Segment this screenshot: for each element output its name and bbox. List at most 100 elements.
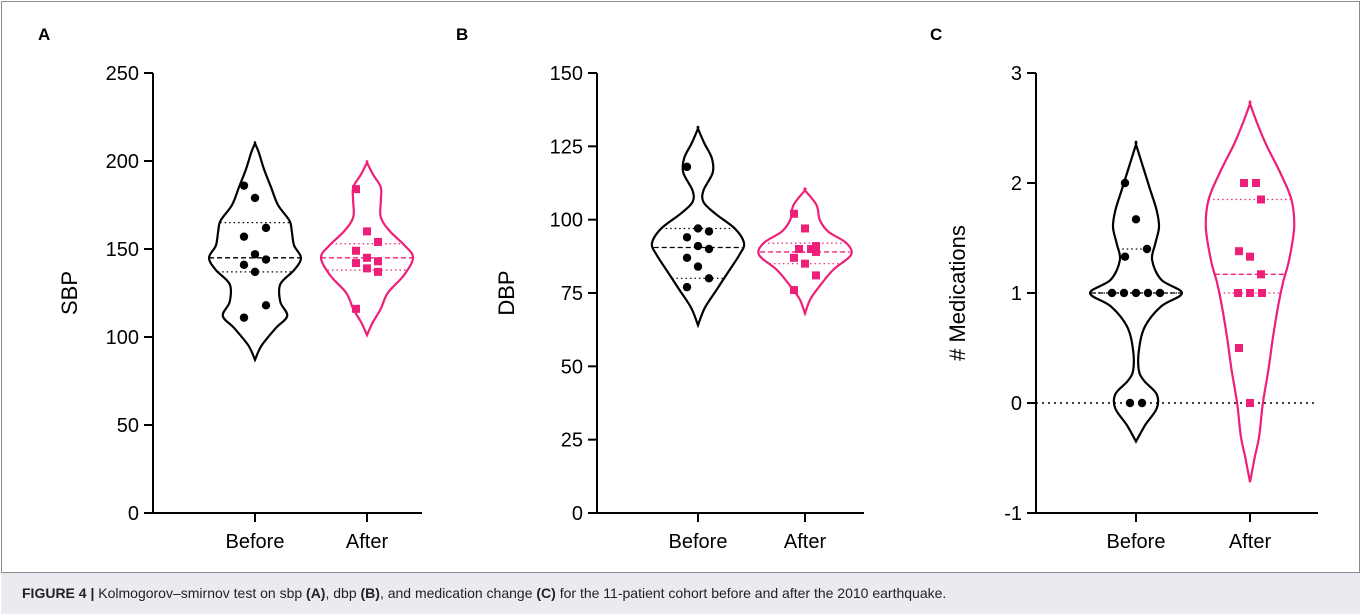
data-point	[812, 242, 820, 251]
data-point	[239, 232, 249, 241]
data-point	[1131, 288, 1141, 298]
data-point	[801, 259, 809, 268]
data-point	[1137, 398, 1147, 408]
data-point	[790, 286, 798, 295]
data-point	[1142, 244, 1152, 254]
data-point	[795, 245, 803, 253]
data-point	[790, 253, 798, 262]
data-point	[239, 313, 249, 322]
data-point	[704, 274, 714, 283]
y-axis-label: # Medications	[945, 225, 970, 361]
x-tick-label: After	[1229, 531, 1272, 553]
x-tick-label: Before	[669, 531, 728, 553]
data-point	[239, 260, 249, 270]
x-tick-label: After	[346, 531, 389, 553]
y-tick-label: 2	[1011, 173, 1022, 195]
data-point	[704, 244, 714, 254]
data-point	[1252, 179, 1260, 187]
data-point	[1155, 288, 1165, 298]
panel-c: C -1 0 1 2 3 # Medications Before After	[930, 25, 1318, 553]
y-tick-label: -1	[1004, 503, 1022, 525]
data-point	[1235, 344, 1243, 352]
data-point	[801, 224, 809, 233]
data-point	[1240, 179, 1248, 187]
data-point	[374, 267, 382, 276]
y-tick-label: 200	[106, 151, 139, 173]
data-point	[261, 255, 271, 264]
caption-panel-ref: (A)	[306, 585, 326, 601]
violin-after	[757, 187, 853, 317]
caption-body: Kolmogorov–smirnov test on sbp (A), dbp …	[94, 585, 946, 601]
data-point	[250, 193, 260, 203]
y-tick-label: 0	[572, 503, 583, 525]
caption-panel-ref: (B)	[360, 585, 380, 601]
violin-outline	[1204, 100, 1296, 483]
data-point	[693, 262, 703, 271]
data-point	[704, 227, 714, 236]
data-point	[1131, 215, 1141, 224]
panel-letter: C	[930, 25, 942, 44]
violin-outline	[319, 160, 415, 338]
y-tick-label: 100	[550, 210, 583, 232]
y-tick-label: 0	[1011, 393, 1022, 415]
data-point	[1258, 289, 1266, 297]
data-point	[1246, 289, 1254, 297]
caption-panel-ref: (C)	[536, 585, 556, 601]
data-point	[790, 209, 798, 218]
y-axis-label: DBP	[494, 270, 519, 315]
y-tick-label: 50	[117, 415, 139, 437]
figure-caption: FIGURE 4 | Kolmogorov–smirnov test on sb…	[22, 585, 946, 601]
violin-before	[650, 125, 746, 329]
violin-before	[207, 141, 303, 363]
panel-letter: A	[38, 25, 50, 44]
y-tick-label: 100	[106, 327, 139, 349]
caption-text: for the 11-patient cohort before and aft…	[555, 585, 947, 601]
data-point	[363, 264, 371, 273]
data-point	[1257, 270, 1265, 279]
y-tick-label: 25	[561, 430, 583, 452]
violin-outline	[757, 187, 853, 317]
violin-outline	[650, 125, 746, 329]
data-point	[682, 233, 692, 242]
data-point	[682, 282, 692, 292]
data-point	[807, 245, 815, 253]
violin-after	[319, 160, 415, 338]
data-point	[812, 271, 820, 280]
violin-before	[1088, 140, 1184, 444]
data-point	[1119, 288, 1129, 298]
x-tick-label: Before	[226, 531, 285, 553]
y-tick-label: 3	[1011, 63, 1022, 85]
data-point	[1235, 247, 1243, 256]
data-point	[261, 223, 271, 233]
caption-text: , dbp	[325, 585, 361, 601]
caption-text: , and medication change	[379, 585, 537, 601]
data-point	[363, 227, 371, 236]
data-point	[374, 237, 382, 246]
violin-after	[1204, 100, 1296, 483]
x-tick-label: Before	[1107, 531, 1166, 553]
y-tick-label: 150	[550, 63, 583, 85]
y-axis-label: SBP	[57, 271, 82, 315]
panel-letter: B	[456, 25, 468, 44]
data-point	[693, 241, 703, 251]
data-point	[682, 162, 692, 172]
data-point	[693, 224, 703, 233]
data-point	[1107, 288, 1117, 298]
y-tick-label: 150	[106, 239, 139, 261]
data-point	[250, 250, 260, 259]
data-point	[352, 259, 360, 268]
caption-text: Kolmogorov–smirnov test on sbp	[94, 585, 307, 601]
data-point	[374, 257, 382, 266]
data-point	[1120, 178, 1130, 188]
x-tick-label: After	[784, 531, 827, 553]
caption-bar	[1, 572, 1360, 614]
violin-outline	[207, 141, 303, 363]
data-point	[352, 185, 360, 194]
data-point	[1143, 288, 1153, 298]
violin-outline	[1088, 140, 1184, 444]
y-tick-label: 125	[550, 136, 583, 158]
y-tick-label: 250	[106, 63, 139, 85]
caption-prefix: FIGURE 4 |	[22, 585, 95, 601]
panel-a: A 0 50 100 150 200 250 SBP Before After	[38, 25, 422, 553]
